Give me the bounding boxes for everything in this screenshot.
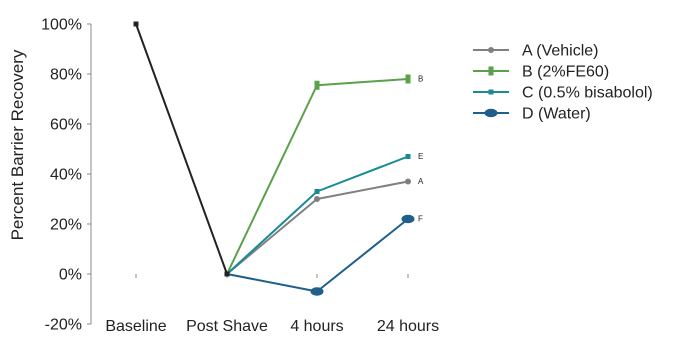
legend-b-2-fe60-marker: [488, 66, 494, 76]
series-line-a-vehicle: [226, 180, 409, 275]
x-tick-label-4-hours: 4 hours: [290, 318, 343, 335]
point-a-vehicle-4-hours-marker: [314, 196, 320, 202]
point-a-vehicle-24-hours-marker: [405, 178, 411, 185]
series-c-0-5-bisabolol: [226, 154, 411, 275]
y-tick-label: -20%: [45, 317, 82, 334]
point-c-0-5-bisabolol-24-hours-marker: [405, 154, 411, 159]
point-d-water-4-hours-marker: [310, 287, 324, 296]
point-c-0-5-bisabolol-4-hours-marker: [314, 189, 320, 194]
legend-label-a-vehicle: A (Vehicle): [522, 43, 598, 60]
x-tick-label-post-shave: Post Shave: [186, 318, 268, 335]
data-label-a: A: [418, 177, 424, 186]
series-line-b-2-fe60: [226, 78, 409, 275]
data-labels-layer: A B E F: [418, 75, 424, 224]
data-label-e: E: [418, 152, 423, 161]
series-layer: [133, 21, 415, 296]
point-baseline-segment-baseline-marker: [133, 21, 139, 27]
legend-item-b-2-fe60: B (2%FE60): [473, 64, 609, 81]
data-label-b: B: [418, 75, 423, 84]
point-d-water-24-hours-marker: [401, 214, 415, 224]
legend-item-d-water: D (Water): [473, 106, 591, 123]
legend: A (Vehicle) B (2%FE60) C (0.5% bisabolol) D…: [473, 43, 653, 123]
legend-item-c-0-5-bisabolol: C (0.5% bisabolol): [473, 85, 653, 102]
legend-c-0-5-bisabolol-marker: [488, 89, 494, 95]
point-b-2-fe60-4-hours-marker: [314, 80, 320, 90]
y-tick-label: 20%: [50, 217, 82, 234]
legend-label-c-0-5-bisabolol: C (0.5% bisabolol): [522, 85, 653, 102]
point-baseline-segment-post-shave-marker: [224, 271, 230, 277]
data-label-f: F: [418, 215, 423, 224]
y-tick-label: 60%: [50, 117, 82, 134]
y-axis-title: Percent Barrier Recovery: [8, 49, 27, 240]
y-axis-ticks: 100% 80% 60% 40% 20% 0% -20%: [41, 17, 91, 334]
x-tick-label-baseline: Baseline: [105, 318, 166, 335]
y-tick-label: 40%: [50, 167, 82, 184]
series-d-water: [226, 214, 415, 296]
series-a-vehicle: [226, 178, 411, 275]
legend-label-b-2-fe60: B (2%FE60): [522, 64, 609, 81]
x-axis-ticks: Baseline Post Shave 4 hours 24 hours: [105, 274, 439, 335]
series-b-2-fe60: [226, 74, 411, 275]
series-line-baseline-segment: [135, 23, 228, 275]
series-line-d-water: [226, 218, 409, 293]
legend-a-vehicle-marker: [488, 47, 494, 53]
legend-label-d-water: D (Water): [522, 106, 591, 123]
series-baseline-segment: [133, 21, 230, 277]
legend-d-water-marker: [484, 108, 498, 118]
x-tick-label-24-hours: 24 hours: [377, 318, 439, 335]
y-tick-label: 0%: [59, 267, 82, 284]
point-b-2-fe60-24-hours-marker: [405, 74, 411, 84]
y-tick-label: 80%: [50, 67, 82, 84]
legend-item-a-vehicle: A (Vehicle): [473, 43, 598, 60]
y-tick-label: 100%: [41, 17, 82, 34]
